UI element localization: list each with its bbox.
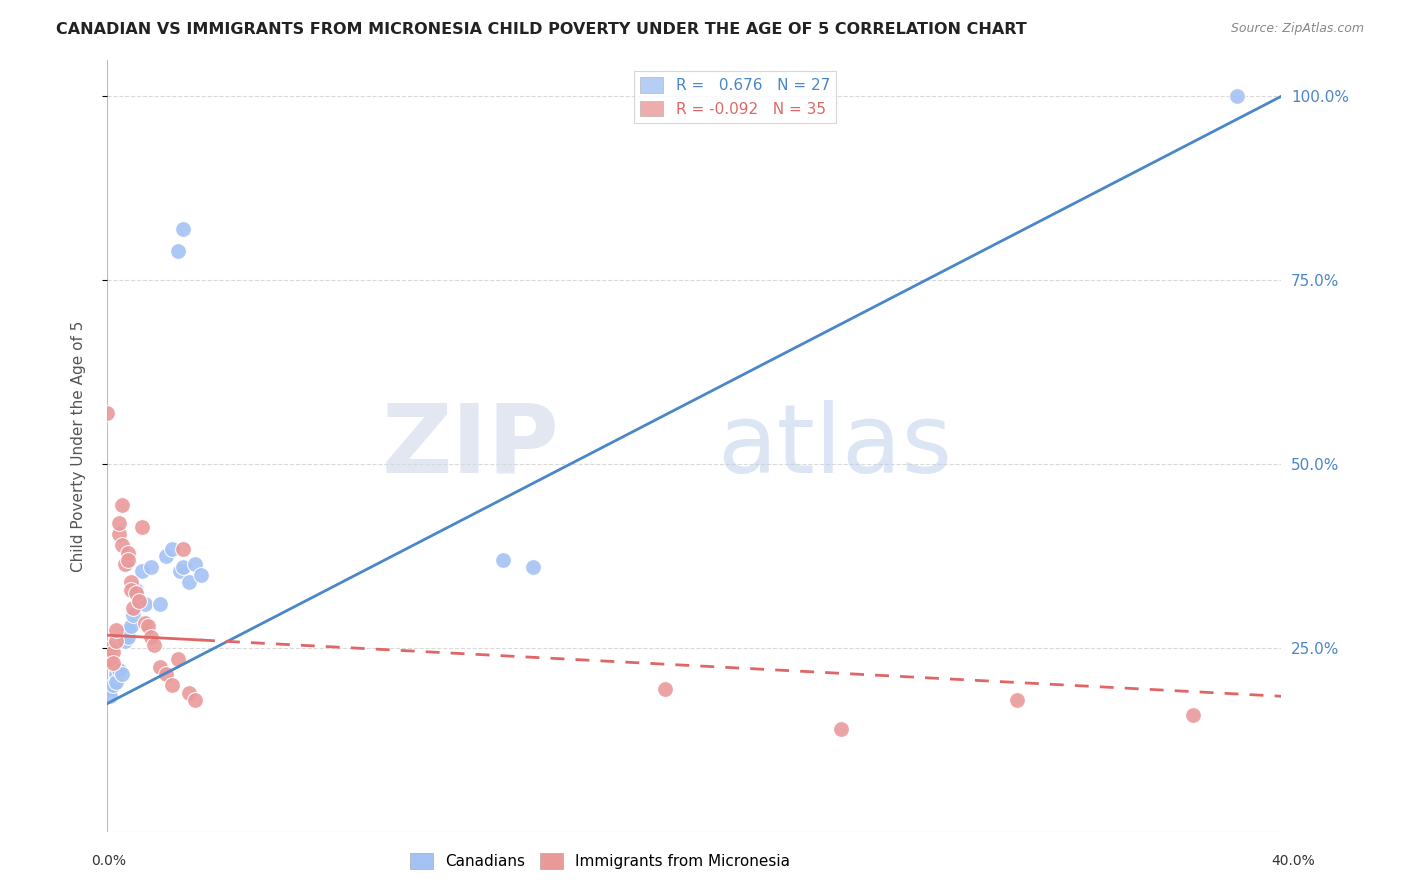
Point (139, 560, 162, 574)
Point (125, 586, 148, 600)
Y-axis label: Child Poverty Under the Age of 5: Child Poverty Under the Age of 5 (72, 320, 86, 572)
Point (155, 549, 177, 564)
Point (111, 667, 134, 681)
Point (184, 557, 207, 571)
Point (104, 623, 127, 637)
Point (172, 542, 194, 557)
Point (117, 623, 139, 637)
Point (114, 634, 136, 648)
Text: ZIP: ZIP (381, 400, 560, 492)
Point (149, 660, 172, 674)
Point (179, 685, 201, 699)
Point (98, 681, 121, 696)
Point (830, 723, 852, 737)
Point (492, 553, 515, 567)
Point (134, 597, 156, 611)
Point (522, 560, 544, 574)
Point (160, 542, 183, 557)
Point (143, 638, 166, 652)
Point (128, 593, 150, 607)
Point (117, 546, 139, 560)
Point (172, 560, 194, 574)
Point (120, 619, 142, 633)
Point (101, 645, 124, 659)
Point (190, 567, 212, 582)
Point (104, 667, 127, 681)
Point (169, 564, 191, 578)
Point (139, 631, 162, 645)
Point (131, 564, 153, 578)
Text: 0.0%: 0.0% (91, 855, 127, 868)
Point (122, 608, 145, 623)
Point (108, 516, 131, 531)
Point (1226, 89, 1249, 103)
Point (179, 575, 201, 590)
Point (98, 690, 121, 704)
Point (1005, 693, 1028, 707)
Point (120, 575, 142, 590)
Point (114, 557, 136, 571)
Point (160, 678, 183, 692)
Point (111, 498, 134, 512)
Point (654, 681, 676, 696)
Point (98, 641, 121, 656)
Point (1182, 707, 1205, 722)
Point (166, 244, 188, 258)
Point (149, 597, 172, 611)
Text: Source: ZipAtlas.com: Source: ZipAtlas.com (1230, 22, 1364, 36)
Point (108, 664, 131, 678)
Point (134, 615, 156, 630)
Text: atlas: atlas (717, 400, 952, 492)
Point (136, 619, 159, 633)
Point (120, 582, 142, 597)
Point (131, 520, 153, 534)
Point (117, 631, 139, 645)
Point (117, 553, 139, 567)
Point (108, 527, 131, 541)
Point (166, 652, 188, 666)
Text: 40.0%: 40.0% (1271, 855, 1315, 868)
Legend: R =   0.676   N = 27, R = -0.092   N = 35: R = 0.676 N = 27, R = -0.092 N = 35 (634, 71, 837, 123)
Point (111, 538, 134, 552)
Point (184, 693, 207, 707)
Point (96, 406, 118, 420)
Point (122, 601, 145, 615)
Point (155, 667, 177, 681)
Point (172, 222, 194, 236)
Text: CANADIAN VS IMMIGRANTS FROM MICRONESIA CHILD POVERTY UNDER THE AGE OF 5 CORRELAT: CANADIAN VS IMMIGRANTS FROM MICRONESIA C… (56, 22, 1026, 37)
Point (104, 634, 127, 648)
Point (101, 678, 124, 692)
Point (98, 652, 121, 666)
Point (104, 674, 127, 689)
Point (125, 582, 148, 597)
Point (101, 656, 124, 670)
